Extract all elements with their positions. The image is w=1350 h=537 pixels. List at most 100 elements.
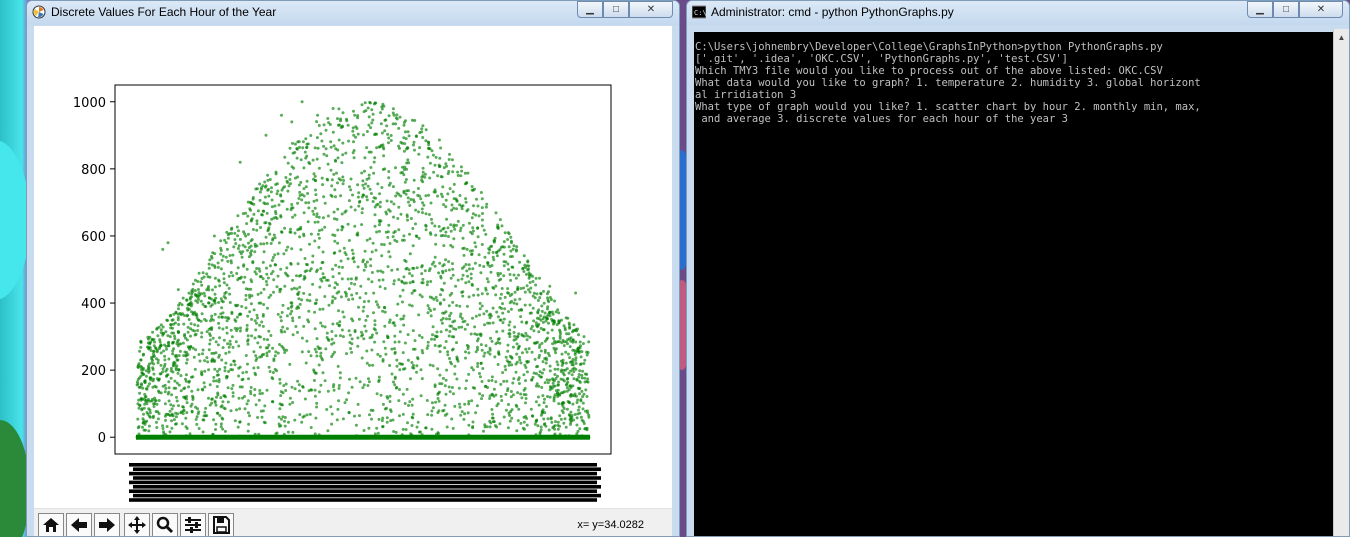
save-icon[interactable] (208, 513, 234, 536)
scatter-point (520, 396, 524, 400)
console-line: Which TMY3 file would you like to proces… (695, 65, 1163, 77)
scatter-point (253, 250, 257, 254)
scatter-point (381, 278, 385, 282)
scatter-point (176, 412, 180, 416)
console-scrollbar[interactable]: ▲ (1333, 29, 1349, 536)
zoom-icon[interactable] (152, 513, 178, 536)
scatter-point (380, 419, 384, 423)
scatter-point (512, 273, 516, 277)
home-icon[interactable] (38, 513, 64, 536)
scatter-point (480, 292, 484, 296)
scatter-point (483, 351, 487, 355)
scatter-point (560, 364, 564, 367)
scatter-point (281, 303, 285, 307)
scatter-point (402, 275, 406, 279)
scatter-point (474, 314, 478, 318)
scatter-point (226, 386, 230, 390)
scatter-point (488, 352, 492, 356)
scatter-point (405, 266, 409, 270)
scatter-point (455, 377, 459, 381)
scatter-point (417, 313, 421, 317)
console-output[interactable]: C:\Users\johnembry\Developer\College\Gra… (694, 32, 1334, 536)
scatter-point (214, 403, 218, 407)
cmd-window[interactable]: C:\ Administrator: cmd - python PythonGr… (686, 0, 1350, 537)
scatter-point (520, 320, 524, 324)
scatter-point (466, 411, 470, 415)
scatter-point (504, 368, 508, 372)
subplots-config-icon[interactable] (180, 513, 206, 536)
scatter-point (513, 334, 517, 338)
scatter-point (453, 364, 457, 368)
scatter-point (352, 260, 356, 264)
scatter-point (171, 352, 175, 356)
scatter-point (238, 160, 242, 164)
scatter-point (259, 187, 263, 191)
scatter-point (397, 399, 401, 403)
scatter-point (394, 122, 398, 126)
scatter-point (448, 317, 451, 321)
scatter-point (513, 298, 517, 302)
cmd-window-titlebar[interactable]: C:\ Administrator: cmd - python PythonGr… (687, 1, 1349, 25)
scatter-point (194, 313, 198, 317)
scatter-point (152, 377, 155, 381)
scatter-point (147, 346, 151, 350)
scatter-point (471, 425, 475, 429)
scatter-point (168, 335, 172, 339)
scatter-point (445, 368, 449, 372)
scatter-point (217, 378, 221, 381)
scatter-point (542, 401, 546, 405)
scatter-point (431, 333, 434, 337)
scatter-point (571, 363, 575, 367)
scatter-point (489, 270, 493, 274)
minimize-button[interactable]: ▁ (577, 1, 603, 18)
scatter-point (474, 245, 478, 249)
close-button[interactable]: ✕ (629, 1, 673, 18)
scatter-point (471, 316, 474, 320)
minimize-button[interactable]: ▁ (1247, 1, 1273, 18)
scatter-point (361, 309, 365, 313)
plot-window-title: Discrete Values For Each Hour of the Yea… (51, 5, 277, 19)
scatter-point (408, 272, 412, 275)
back-arrow-icon[interactable] (66, 513, 92, 536)
scatter-point (219, 312, 223, 316)
scatter-point (398, 146, 401, 150)
scatter-point (390, 372, 394, 376)
scatter-point (579, 399, 583, 403)
scatter-point (344, 294, 348, 298)
close-button[interactable]: ✕ (1299, 1, 1343, 18)
scatter-point (268, 232, 272, 236)
scatter-point (378, 220, 382, 224)
scatter-point (553, 373, 557, 376)
scatter-point (377, 378, 381, 382)
maximize-button[interactable]: □ (603, 1, 629, 18)
figure-canvas[interactable]: 0 200 400 600 800 1000 x= y=34.02 (34, 26, 672, 536)
scatter-point (296, 330, 299, 334)
scatter-point (467, 295, 471, 299)
scatter-point (245, 370, 248, 374)
scatter-point (312, 379, 316, 382)
scatter-point (192, 355, 196, 359)
pan-icon[interactable] (124, 513, 150, 536)
scatter-point (515, 302, 519, 306)
scatter-point (295, 274, 298, 278)
scatter-point (554, 420, 557, 424)
scatter-point (330, 330, 334, 333)
scatter-point (536, 311, 540, 315)
scatter-point (165, 318, 169, 322)
scatter-point (535, 382, 539, 386)
scatter-point (537, 322, 541, 326)
plot-window[interactable]: Discrete Values For Each Hour of the Yea… (26, 0, 680, 537)
scatter-point (571, 357, 575, 361)
scatter-point (349, 188, 353, 192)
plot-window-titlebar[interactable]: Discrete Values For Each Hour of the Yea… (27, 1, 679, 25)
scatter-point (475, 345, 479, 349)
forward-arrow-icon[interactable] (94, 513, 120, 536)
scatter-point (484, 288, 488, 292)
scatter-point (140, 383, 143, 387)
maximize-button[interactable]: □ (1273, 1, 1299, 18)
scroll-up-arrow-icon[interactable]: ▲ (1337, 32, 1346, 42)
scatter-point (403, 165, 407, 169)
scatter-point (387, 114, 391, 118)
scatter-point (376, 303, 380, 307)
scatter-point (398, 294, 402, 298)
